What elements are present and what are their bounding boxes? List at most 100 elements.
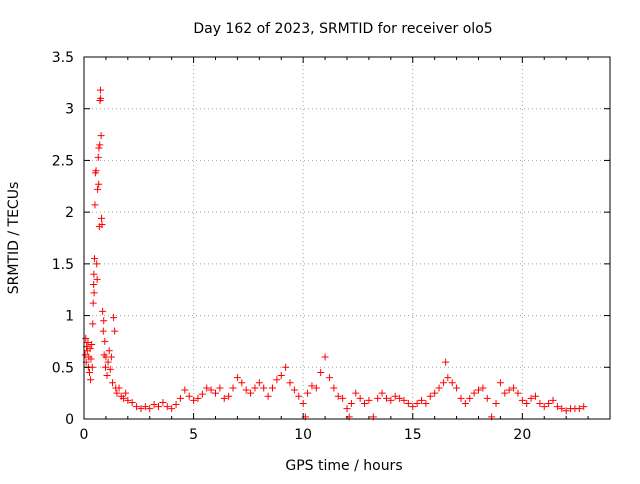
data-point xyxy=(107,353,115,361)
data-point xyxy=(264,392,272,400)
data-point xyxy=(540,403,548,411)
data-point xyxy=(141,403,149,411)
data-point xyxy=(89,299,97,307)
data-point xyxy=(92,167,100,175)
data-point xyxy=(268,384,276,392)
data-point xyxy=(81,351,89,359)
data-point xyxy=(382,394,390,402)
data-point xyxy=(562,407,570,415)
data-point xyxy=(312,384,320,392)
data-point xyxy=(260,384,268,392)
data-point xyxy=(163,403,171,411)
data-point xyxy=(90,281,98,289)
y-axis-label: SRMTID / TECUs xyxy=(6,182,22,295)
data-point xyxy=(93,260,101,268)
data-point xyxy=(91,201,99,209)
data-point xyxy=(89,320,97,328)
data-point xyxy=(87,355,95,363)
data-point xyxy=(85,368,93,376)
axis-ticks: 0 5 10 15 20 0 0.5 1 1.5 2 2.5 3 3.5 xyxy=(52,50,610,443)
y-tick-label: 0 xyxy=(65,412,74,428)
data-point xyxy=(124,396,132,404)
data-point xyxy=(106,365,114,373)
data-point xyxy=(304,389,312,397)
data-point xyxy=(457,394,465,402)
data-point xyxy=(100,317,108,325)
data-point xyxy=(352,389,360,397)
data-point xyxy=(94,153,102,161)
data-point xyxy=(90,289,98,297)
data-point xyxy=(339,394,347,402)
data-point xyxy=(225,392,233,400)
data-point xyxy=(290,386,298,394)
data-point xyxy=(168,405,176,413)
data-point xyxy=(105,347,113,355)
data-point xyxy=(194,394,202,402)
data-point xyxy=(146,405,154,413)
data-point xyxy=(97,132,105,140)
data-point xyxy=(110,314,118,322)
data-point xyxy=(453,384,461,392)
chart-title: Day 162 of 2023, SRMTID for receiver olo… xyxy=(193,21,492,37)
data-point xyxy=(536,399,544,407)
data-point xyxy=(101,363,109,371)
data-point xyxy=(220,394,228,402)
x-tick-label: 10 xyxy=(294,427,312,443)
data-point xyxy=(150,401,158,409)
data-point xyxy=(119,394,127,402)
data-point xyxy=(133,403,141,411)
data-point xyxy=(396,394,404,402)
data-point xyxy=(99,327,107,335)
x-tick-label: 20 xyxy=(513,427,531,443)
data-point xyxy=(88,341,96,349)
data-point xyxy=(212,389,219,397)
y-tick-label: 2 xyxy=(65,205,74,221)
data-point xyxy=(97,94,105,102)
data-point xyxy=(103,372,111,380)
data-point xyxy=(400,396,408,404)
data-point xyxy=(98,214,106,222)
data-point xyxy=(96,141,104,149)
data-point xyxy=(479,384,487,392)
data-point xyxy=(409,403,417,411)
x-tick-label: 0 xyxy=(80,427,89,443)
data-point xyxy=(273,376,281,384)
data-point xyxy=(391,392,399,400)
data-point xyxy=(426,392,434,400)
data-point xyxy=(84,338,92,346)
data-point xyxy=(255,379,263,387)
data-point xyxy=(444,374,452,382)
data-point xyxy=(282,363,290,371)
data-point xyxy=(113,389,121,397)
y-tick-label: 3 xyxy=(65,102,74,118)
data-point xyxy=(501,389,509,397)
data-point xyxy=(95,180,103,188)
data-point xyxy=(86,345,94,353)
data-point xyxy=(176,394,184,402)
data-point xyxy=(343,405,351,413)
data-point xyxy=(159,398,167,406)
data-point xyxy=(91,255,99,263)
data-point xyxy=(523,399,531,407)
data-point xyxy=(365,396,373,404)
data-point xyxy=(137,405,145,413)
data-point xyxy=(251,384,259,392)
data-point xyxy=(492,399,500,407)
data-point xyxy=(527,394,535,402)
data-point xyxy=(558,405,566,413)
data-point xyxy=(82,334,90,342)
data-point xyxy=(247,389,255,397)
data-point xyxy=(448,379,456,387)
data-point xyxy=(439,379,447,387)
y-tick-label: 1.5 xyxy=(52,257,74,273)
data-point xyxy=(155,403,163,411)
data-point xyxy=(378,389,386,397)
data-point xyxy=(185,392,193,400)
data-point xyxy=(101,337,109,345)
data-point xyxy=(431,389,439,397)
data-point xyxy=(442,358,450,366)
data-point xyxy=(242,386,250,394)
data-point xyxy=(330,384,338,392)
data-point xyxy=(172,401,180,409)
